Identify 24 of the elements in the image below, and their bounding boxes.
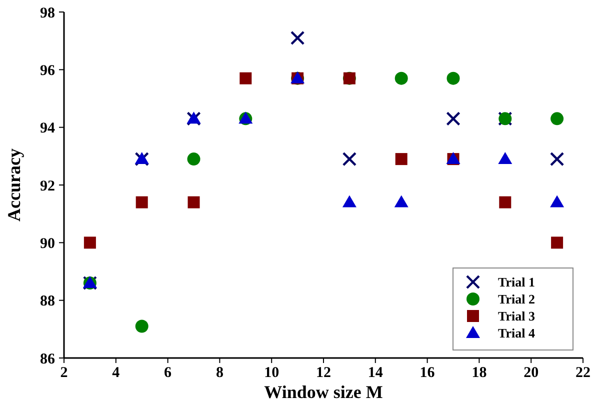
x-tick-label: 22 — [576, 365, 590, 381]
y-tick-label: 98 — [40, 5, 55, 22]
x-tick-label: 8 — [216, 365, 224, 381]
y-tick-label: 88 — [40, 294, 55, 310]
x-tick-label: 10 — [264, 365, 280, 381]
legend-label: Trial 2 — [498, 292, 535, 307]
legend-label: Trial 3 — [498, 308, 536, 324]
x-tick-label: 18 — [472, 365, 487, 381]
y-tick-label: 92 — [40, 178, 55, 194]
legend-label: Trial 1 — [498, 274, 535, 290]
x-tick-label: 12 — [316, 365, 331, 381]
x-tick-label: 4 — [112, 365, 120, 381]
x-tick-label: 16 — [420, 365, 436, 381]
y-tick-label: 90 — [40, 236, 55, 252]
y-axis-title: Accuracy — [4, 148, 24, 222]
x-tick-label: 20 — [524, 365, 539, 381]
x-tick-label: 14 — [368, 365, 384, 381]
x-tick-label: 2 — [60, 365, 68, 381]
x-tick-label: 6 — [164, 365, 172, 381]
y-tick-label: 96 — [40, 62, 56, 79]
y-tick-label: 94 — [40, 120, 56, 137]
y-tick-label: 86 — [40, 351, 56, 368]
x-axis-title: Window size M — [264, 382, 383, 402]
legend-label: Trial 4 — [498, 326, 536, 341]
